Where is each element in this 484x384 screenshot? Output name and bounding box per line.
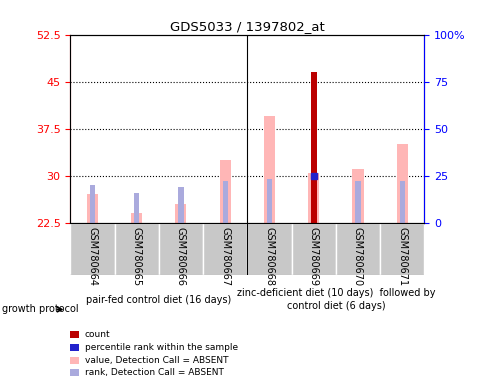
Bar <box>178 187 183 223</box>
Bar <box>247 223 291 275</box>
Bar <box>399 181 404 223</box>
Bar <box>222 181 227 223</box>
Bar <box>263 116 274 223</box>
Bar <box>307 172 318 223</box>
Bar <box>291 223 335 275</box>
Bar <box>134 193 139 223</box>
Bar <box>114 223 158 275</box>
Text: zinc-deficient diet (10 days)  followed by
control diet (6 days): zinc-deficient diet (10 days) followed b… <box>236 288 434 311</box>
Bar <box>355 181 360 223</box>
Text: pair-fed control diet (16 days): pair-fed control diet (16 days) <box>86 295 231 305</box>
Text: GSM780670: GSM780670 <box>352 227 362 286</box>
Text: count: count <box>85 330 110 339</box>
Text: GSM780671: GSM780671 <box>396 227 407 286</box>
Bar <box>352 169 363 223</box>
Title: GDS5033 / 1397802_at: GDS5033 / 1397802_at <box>169 20 324 33</box>
Bar <box>90 185 95 223</box>
Text: GSM780667: GSM780667 <box>220 227 230 286</box>
Bar <box>203 223 247 275</box>
Bar <box>310 72 316 223</box>
Bar <box>158 223 203 275</box>
Bar <box>70 223 114 275</box>
Bar <box>266 179 272 223</box>
Text: GSM780668: GSM780668 <box>264 227 274 286</box>
Text: percentile rank within the sample: percentile rank within the sample <box>85 343 238 352</box>
Text: rank, Detection Call = ABSENT: rank, Detection Call = ABSENT <box>85 368 223 377</box>
Bar <box>131 214 142 223</box>
Text: GSM780664: GSM780664 <box>87 227 97 286</box>
Text: GSM780666: GSM780666 <box>176 227 185 286</box>
Bar <box>335 223 379 275</box>
Bar <box>379 223 424 275</box>
Text: growth protocol: growth protocol <box>2 304 79 314</box>
Bar <box>396 144 407 223</box>
Text: GSM780665: GSM780665 <box>132 227 141 286</box>
Text: value, Detection Call = ABSENT: value, Detection Call = ABSENT <box>85 356 228 365</box>
Bar <box>219 160 230 223</box>
Bar <box>175 204 186 223</box>
Bar <box>87 195 98 223</box>
Text: GSM780669: GSM780669 <box>308 227 318 286</box>
